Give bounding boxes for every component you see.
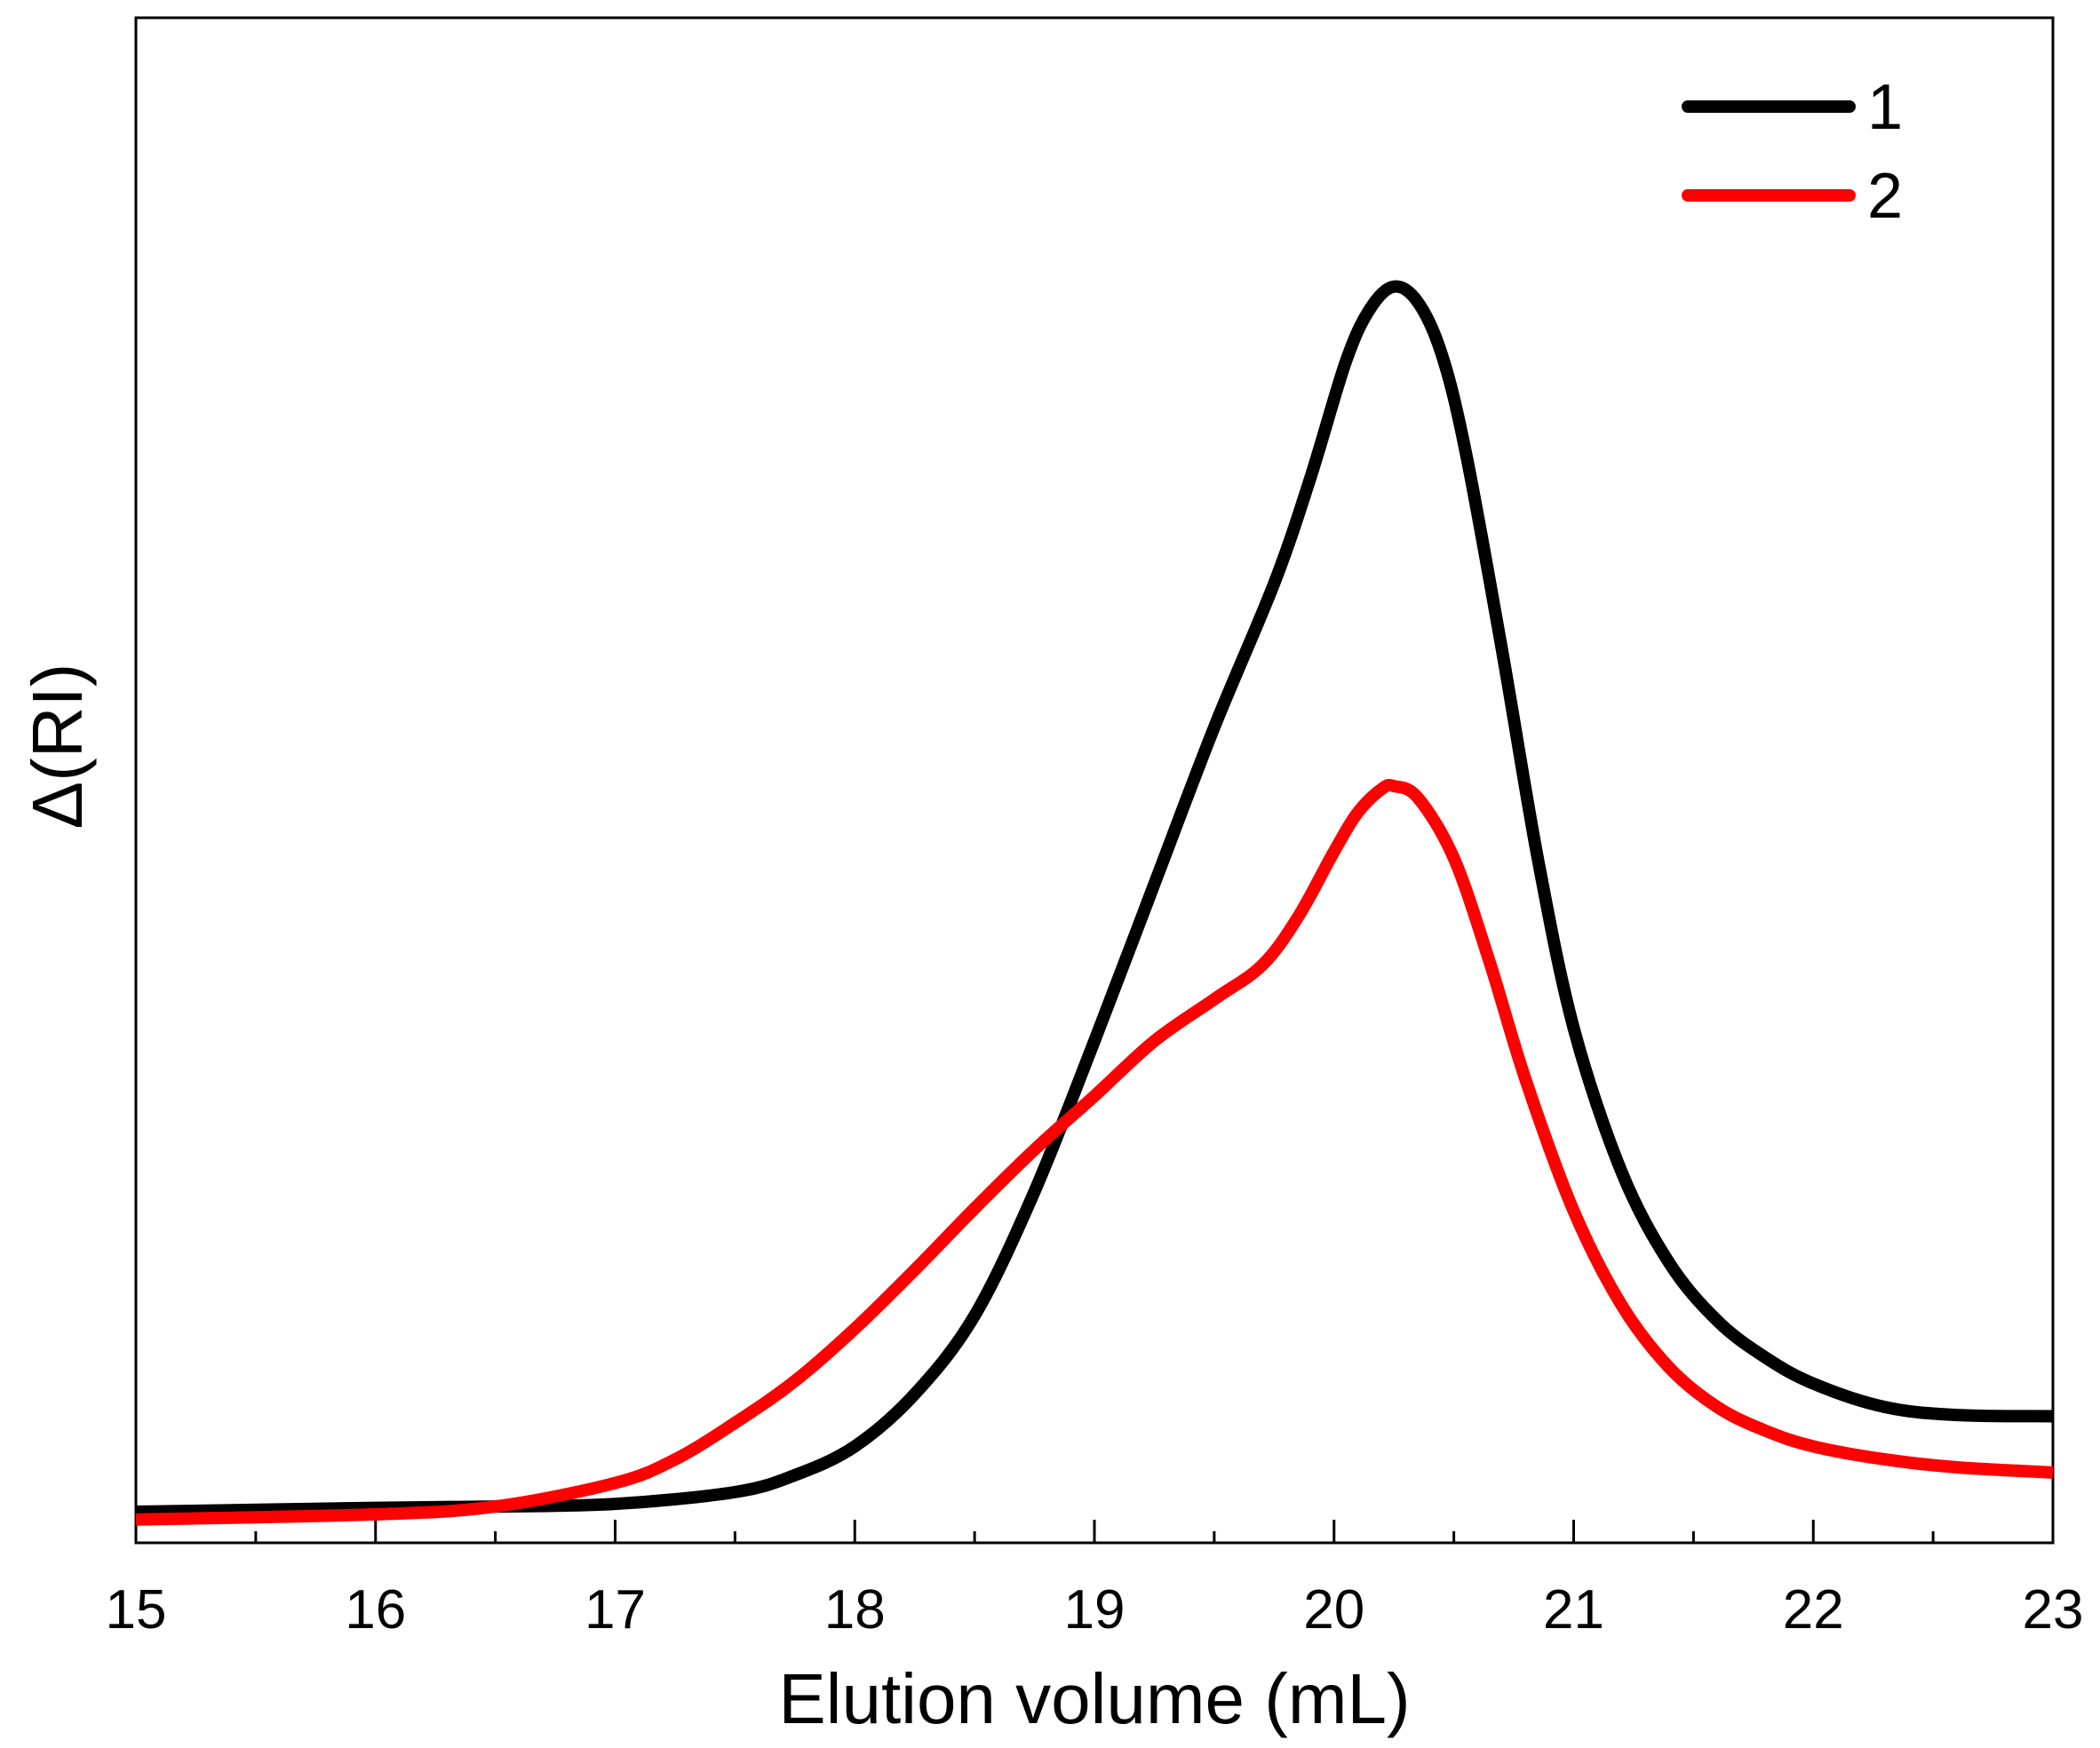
legend-label-2: 2 [1867,161,1903,232]
plot-area-frame [134,16,2055,1545]
series-line-2 [135,778,2054,1526]
legend: 12 [1682,72,1903,232]
series-line-1 [135,280,2054,1518]
x-tick-label: 23 [2023,1579,2084,1641]
legend-label-1: 1 [1867,72,1903,143]
x-axis-title: Elution volume (mL) [778,1659,1410,1738]
x-axis-ticks: 15 16 17 18 19 20 21 22 23 [106,1520,2084,1641]
x-tick-label: 15 [106,1579,167,1641]
x-tick-label: 22 [1783,1579,1844,1641]
x-tick-label: 19 [1064,1579,1126,1641]
y-axis-title: Δ(RI) [18,663,97,830]
x-tick-label: 16 [345,1579,406,1641]
x-tick-label: 18 [824,1579,886,1641]
x-tick-label: 21 [1543,1579,1604,1641]
x-tick-label: 20 [1303,1579,1364,1641]
x-tick-label: 17 [585,1579,646,1641]
series-layer [135,280,2054,1526]
